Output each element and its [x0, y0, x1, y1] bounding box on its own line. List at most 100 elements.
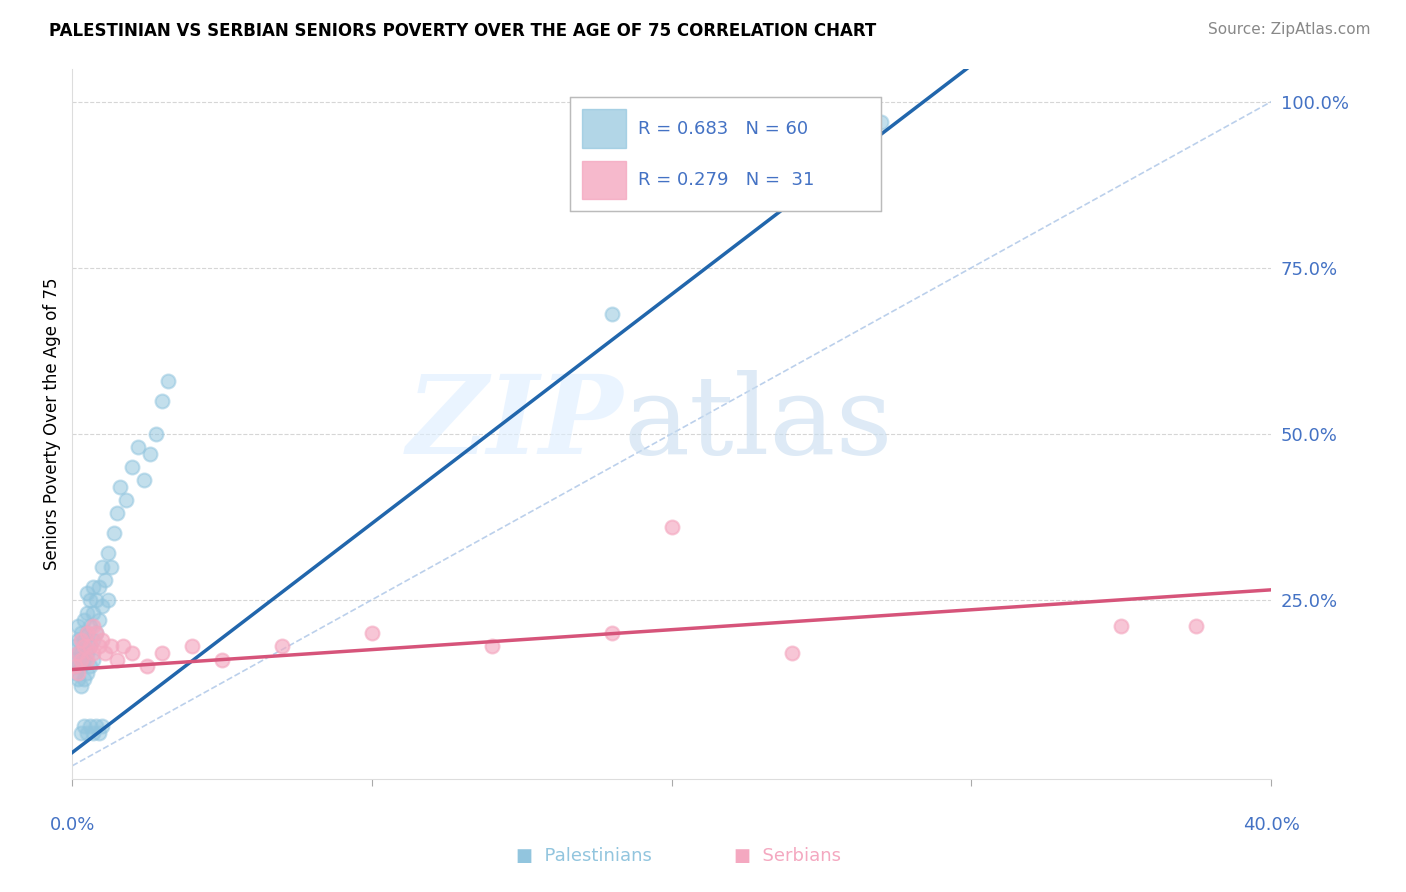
Point — [97, 546, 120, 560]
Point — [150, 646, 173, 660]
Text: PALESTINIAN VS SERBIAN SENIORS POVERTY OVER THE AGE OF 75 CORRELATION CHART: PALESTINIAN VS SERBIAN SENIORS POVERTY O… — [49, 22, 876, 40]
Point — [105, 652, 128, 666]
Point — [79, 640, 101, 654]
Point — [84, 626, 107, 640]
Point — [91, 719, 114, 733]
Point — [1185, 619, 1208, 633]
Point — [76, 725, 98, 739]
Point — [100, 559, 122, 574]
Point — [103, 526, 125, 541]
Point — [70, 725, 93, 739]
Point — [70, 652, 93, 666]
Point — [91, 559, 114, 574]
Point — [67, 665, 90, 680]
Point — [89, 580, 111, 594]
Point — [112, 640, 135, 654]
Point — [600, 307, 623, 321]
Point — [82, 619, 104, 633]
Point — [76, 626, 98, 640]
Point — [67, 632, 90, 647]
Point — [67, 646, 90, 660]
Point — [84, 626, 107, 640]
Point — [145, 426, 167, 441]
Point — [82, 652, 104, 666]
Text: ZIP: ZIP — [408, 370, 624, 477]
Point — [121, 646, 143, 660]
Point — [600, 626, 623, 640]
Point — [157, 374, 180, 388]
Point — [67, 673, 90, 687]
Point — [73, 673, 96, 687]
Point — [67, 646, 90, 660]
Point — [211, 652, 233, 666]
Point — [91, 632, 114, 647]
Point — [76, 665, 98, 680]
Point — [94, 646, 117, 660]
Text: ■  Palestinians: ■ Palestinians — [516, 847, 651, 865]
Point — [79, 592, 101, 607]
Text: atlas: atlas — [624, 370, 893, 477]
Point — [481, 640, 503, 654]
Point — [70, 646, 93, 660]
Text: 0.0%: 0.0% — [49, 815, 96, 834]
Point — [121, 460, 143, 475]
Point — [82, 632, 104, 647]
Point — [82, 725, 104, 739]
Y-axis label: Seniors Poverty Over the Age of 75: Seniors Poverty Over the Age of 75 — [44, 277, 60, 570]
Point — [91, 599, 114, 614]
Point — [82, 580, 104, 594]
Text: Source: ZipAtlas.com: Source: ZipAtlas.com — [1208, 22, 1371, 37]
Point — [65, 659, 87, 673]
Point — [79, 719, 101, 733]
Point — [89, 725, 111, 739]
Point — [84, 719, 107, 733]
Point — [1109, 619, 1132, 633]
Point — [127, 440, 149, 454]
Point — [661, 520, 683, 534]
Point — [150, 393, 173, 408]
Point — [73, 640, 96, 654]
Point — [65, 665, 87, 680]
Point — [70, 626, 93, 640]
Point — [105, 507, 128, 521]
Point — [76, 626, 98, 640]
Point — [70, 679, 93, 693]
Point — [115, 493, 138, 508]
Point — [136, 659, 159, 673]
Point — [76, 652, 98, 666]
Point — [139, 447, 162, 461]
Point — [94, 573, 117, 587]
Text: 40.0%: 40.0% — [1243, 815, 1299, 834]
Point — [108, 480, 131, 494]
Point — [67, 659, 90, 673]
Point — [76, 606, 98, 620]
Point — [73, 632, 96, 647]
Point — [65, 640, 87, 654]
Point — [361, 626, 384, 640]
Point — [79, 640, 101, 654]
Point — [82, 646, 104, 660]
Point — [780, 646, 803, 660]
Point — [76, 646, 98, 660]
Point — [79, 619, 101, 633]
Point — [73, 613, 96, 627]
Point — [67, 619, 90, 633]
Point — [79, 659, 101, 673]
Point — [76, 586, 98, 600]
Point — [271, 640, 294, 654]
Point — [70, 659, 93, 673]
Point — [134, 473, 156, 487]
Point — [870, 114, 893, 128]
Point — [70, 632, 93, 647]
Point — [181, 640, 204, 654]
Text: ■  Serbians: ■ Serbians — [734, 847, 841, 865]
Point — [82, 606, 104, 620]
Point — [89, 640, 111, 654]
Point — [89, 613, 111, 627]
Point — [84, 592, 107, 607]
Point — [65, 652, 87, 666]
Point — [100, 640, 122, 654]
Point — [73, 652, 96, 666]
Point — [97, 592, 120, 607]
Point — [73, 719, 96, 733]
